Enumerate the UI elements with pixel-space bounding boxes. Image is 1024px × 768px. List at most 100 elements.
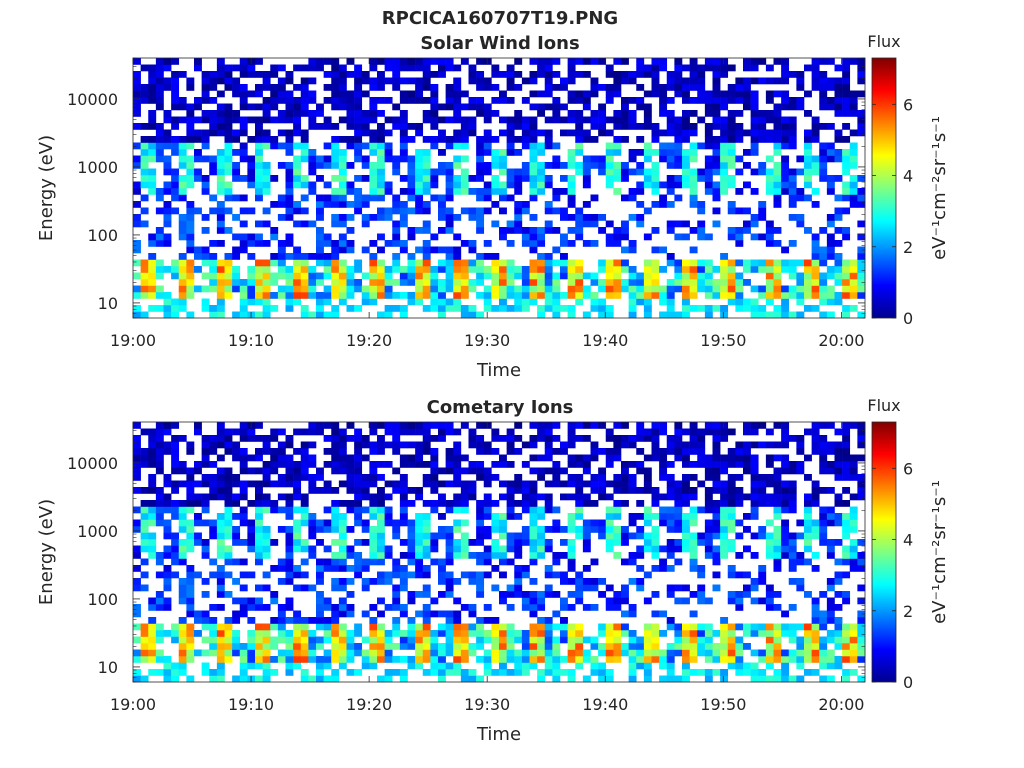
heatmap-cell xyxy=(598,591,607,598)
heatmap-cell xyxy=(201,110,210,117)
heatmap-cell xyxy=(781,506,790,514)
heatmap-cell xyxy=(270,175,279,182)
heatmap-cell xyxy=(277,636,286,644)
heatmap-cell xyxy=(643,656,652,663)
heatmap-cell xyxy=(239,240,248,247)
heatmap-cell xyxy=(262,649,271,657)
heatmap-cell xyxy=(216,240,225,247)
heatmap-cell xyxy=(178,298,187,306)
heatmap-cell xyxy=(773,149,782,156)
heatmap-cell xyxy=(430,448,439,455)
heatmap-cell xyxy=(499,116,507,124)
heatmap-cell xyxy=(605,240,614,247)
heatmap-cell xyxy=(445,90,454,98)
heatmap-cell xyxy=(148,71,157,78)
heatmap-cell xyxy=(598,493,607,501)
heatmap-cell xyxy=(826,155,835,163)
heatmap-cell xyxy=(377,643,385,650)
heatmap-cell xyxy=(171,298,180,306)
heatmap-cell xyxy=(689,493,698,501)
heatmap-cell xyxy=(750,58,759,65)
heatmap-cell xyxy=(537,474,546,481)
heatmap-cell xyxy=(796,298,805,306)
heatmap-cell xyxy=(155,266,164,273)
heatmap-cell xyxy=(765,233,774,241)
heatmap-cell xyxy=(384,428,393,436)
heatmap-cell xyxy=(720,149,729,156)
heatmap-cell xyxy=(377,487,385,494)
heatmap-cell xyxy=(765,623,774,631)
heatmap-cell xyxy=(460,207,469,215)
heatmap-cell xyxy=(849,636,858,644)
heatmap-cell xyxy=(247,662,256,670)
heatmap-cell xyxy=(186,214,195,221)
heatmap-cell xyxy=(377,233,385,241)
heatmap-cell xyxy=(582,500,591,507)
heatmap-cell xyxy=(293,84,302,91)
heatmap-cell xyxy=(529,181,538,189)
heatmap-cell xyxy=(781,58,790,65)
heatmap-cell xyxy=(262,675,271,683)
heatmap-cell xyxy=(682,448,690,455)
heatmap-cell xyxy=(514,656,523,663)
heatmap-cell xyxy=(346,266,355,273)
heatmap-cell xyxy=(186,493,195,501)
heatmap-cell xyxy=(415,188,424,195)
heatmap-cell xyxy=(163,630,172,637)
heatmap-cell xyxy=(613,643,622,650)
heatmap-cell xyxy=(689,272,698,280)
heatmap-cell xyxy=(430,649,439,657)
heatmap-cell xyxy=(598,643,607,650)
heatmap-cell xyxy=(232,532,241,540)
heatmap-cell xyxy=(476,656,485,663)
heatmap-cell xyxy=(537,597,546,605)
heatmap-cell xyxy=(788,129,797,137)
heatmap-cell xyxy=(552,311,561,319)
heatmap-cell xyxy=(628,662,637,670)
heatmap-cell xyxy=(857,279,866,286)
heatmap-cell xyxy=(781,77,790,85)
heatmap-cell xyxy=(476,474,485,481)
heatmap-cell xyxy=(666,480,675,488)
heatmap-cell xyxy=(849,493,858,501)
heatmap-cell xyxy=(216,64,225,72)
heatmap-cell xyxy=(643,669,652,676)
heatmap-cell xyxy=(331,155,340,163)
heatmap-cell xyxy=(232,474,241,481)
heatmap-cell xyxy=(659,565,668,572)
heatmap-cell xyxy=(445,526,454,533)
heatmap-cell xyxy=(590,441,599,449)
heatmap-cell xyxy=(483,474,492,481)
heatmap-cell xyxy=(682,110,690,117)
heatmap-cell xyxy=(758,259,767,267)
heatmap-cell xyxy=(514,591,523,598)
heatmap-cell xyxy=(163,298,172,306)
heatmap-cell xyxy=(590,656,599,663)
heatmap-cell xyxy=(239,467,248,475)
heatmap-cell xyxy=(796,461,805,468)
heatmap-cell xyxy=(392,467,401,475)
heatmap-cell xyxy=(613,487,622,494)
heatmap-cell xyxy=(582,136,591,143)
heatmap-cell xyxy=(529,623,538,631)
heatmap-cell xyxy=(819,175,828,182)
heatmap-cell xyxy=(689,441,698,449)
heatmap-cell xyxy=(735,591,744,598)
heatmap-cell xyxy=(651,428,660,436)
heatmap-cell xyxy=(666,519,675,527)
heatmap-cell xyxy=(651,292,660,299)
heatmap-cell xyxy=(773,467,782,475)
heatmap-cell xyxy=(575,227,584,234)
heatmap-cell xyxy=(476,168,485,176)
heatmap-cell xyxy=(857,428,866,436)
heatmap-cell xyxy=(361,272,370,280)
heatmap-cell xyxy=(133,526,141,533)
heatmap-cell xyxy=(628,675,637,683)
heatmap-cell xyxy=(483,552,492,559)
heatmap-cell xyxy=(277,630,286,637)
heatmap-cell xyxy=(171,259,180,267)
heatmap-cell xyxy=(186,142,195,150)
heatmap-cell xyxy=(270,480,279,488)
heatmap-cell xyxy=(826,253,835,260)
heatmap-cell xyxy=(567,669,576,676)
